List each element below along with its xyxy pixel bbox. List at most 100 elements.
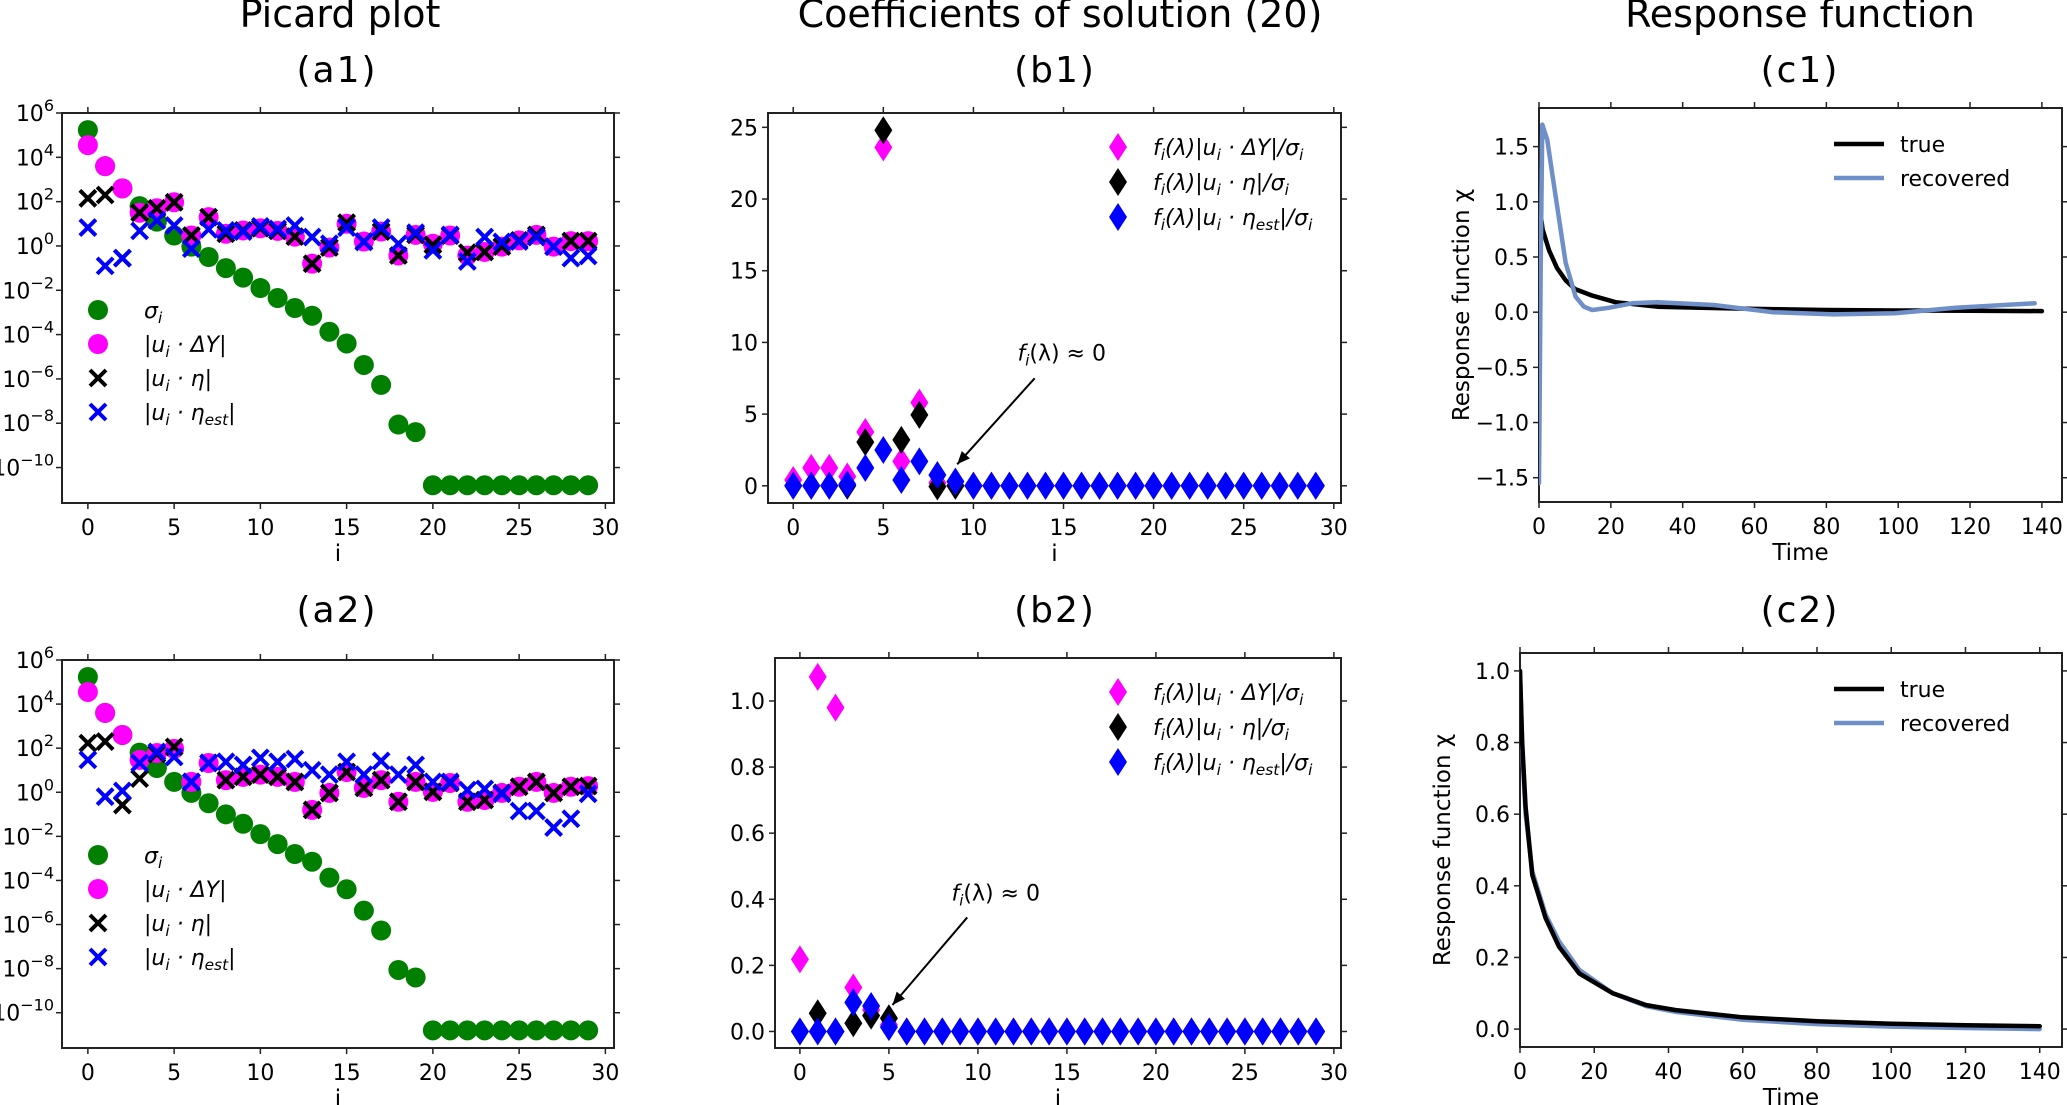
x-tick-label: 20 (419, 1061, 447, 1086)
data-point (423, 772, 443, 792)
data-point (130, 769, 150, 789)
data-point (406, 772, 426, 792)
data-point (1218, 1017, 1237, 1046)
data-point (578, 246, 598, 266)
marks-c2 (1520, 668, 2042, 1032)
chart-a1: 0 5 10 15 20 25 30 i 106 104 102 100 10−2 10−4 10−6 10−… (0, 96, 620, 567)
data-point (95, 156, 116, 177)
data-point (112, 724, 133, 745)
data-point (302, 800, 322, 820)
line-recovered (1539, 122, 2037, 486)
data-point (892, 425, 911, 454)
data-point (285, 749, 305, 769)
data-point (474, 1020, 495, 1041)
marks-a2 (77, 666, 599, 1041)
y-tick-label: 100 (16, 775, 54, 806)
data-point (561, 809, 581, 829)
legend-label: |ui · η| (144, 367, 212, 395)
data-point (790, 1017, 809, 1046)
data-point (388, 234, 408, 254)
x-tick-label: 5 (167, 516, 181, 541)
column-title-coefficients: Coefficients of solution (20) (797, 0, 1323, 36)
data-point (1289, 1017, 1308, 1046)
data-point (1126, 471, 1145, 500)
data-point (268, 752, 288, 772)
legend-label: fi(λ)|ui · η|/σi (1153, 716, 1290, 744)
x-tick-label: 80 (1812, 515, 1840, 540)
data-point (457, 475, 478, 496)
data-point (268, 219, 288, 239)
data-point (233, 222, 253, 241)
data-point (371, 770, 391, 790)
annotation-arrow (956, 377, 1036, 465)
data-point (164, 747, 184, 767)
data-point (146, 758, 167, 779)
x-tick-label: 15 (1050, 516, 1078, 541)
data-point (319, 234, 339, 254)
data-point (1144, 471, 1163, 500)
data-point (826, 693, 845, 722)
chart-c2: 0 20 40 60 80 100 120 140 Time 0.0 0.2 0.4 0.6 0.8 1.0… (1430, 647, 2067, 1105)
data-point (181, 772, 201, 792)
y-tick-label: −0.5 (1476, 356, 1529, 381)
data-point (457, 252, 477, 271)
data-point (78, 733, 98, 753)
data-point (285, 216, 305, 235)
y-tick-label: 106 (16, 96, 54, 127)
plot-frame (61, 659, 615, 1049)
x-tick-label: 15 (1053, 1061, 1081, 1086)
data-point (216, 770, 236, 790)
panel-label-a2: (a2) (296, 590, 378, 631)
x-tick-label: 0 (81, 516, 95, 541)
data-point (879, 1013, 898, 1042)
legend-label: |ui · ΔY| (144, 333, 227, 361)
data-point (423, 240, 443, 260)
legend-label: true (1900, 678, 1945, 703)
y-tick-label: −1.5 (1476, 467, 1529, 492)
x-tick-label: 0 (1532, 515, 1546, 540)
data-point (268, 767, 288, 787)
annotation-arrowhead (892, 991, 905, 1006)
y-tick-label: 0.0 (730, 1020, 765, 1045)
line-true (1539, 199, 2045, 314)
data-point (808, 662, 827, 691)
data-point (130, 203, 150, 223)
legend-label: fi(λ)|ui · ΔY|/σi (1153, 681, 1304, 709)
data-point (1271, 1017, 1290, 1046)
chart-b1: 0 5 10 15 20 25 30 i 0 5 10 15 20 25 fi(λ)|ui · ΔY|/σi… (730, 107, 1348, 567)
data-point (874, 435, 893, 464)
data-point (406, 755, 426, 775)
series-eta_est (790, 988, 1326, 1046)
marks-b1 (784, 116, 1325, 501)
data-point (181, 239, 201, 259)
marks-a1 (77, 120, 599, 496)
data-point (526, 772, 546, 792)
data-point (337, 218, 357, 237)
plot-frame (767, 112, 1342, 504)
data-point (457, 1020, 478, 1041)
data-point (112, 781, 132, 801)
marks-c1 (1539, 122, 2045, 486)
data-point (371, 920, 392, 941)
data-point (946, 467, 965, 496)
x-tick-label: 30 (591, 516, 619, 541)
data-point (1018, 471, 1037, 500)
data-point (319, 765, 339, 785)
data-point (844, 973, 863, 1002)
data-point (129, 749, 150, 770)
data-point (874, 116, 893, 145)
data-point (147, 742, 167, 762)
data-point (77, 120, 98, 141)
data-point (440, 475, 461, 496)
data-point (267, 288, 288, 309)
data-point (1075, 1017, 1094, 1046)
data-point (509, 232, 529, 251)
data-point (561, 248, 581, 268)
x-tick-label: 0 (81, 1061, 95, 1086)
data-point (968, 1017, 987, 1046)
data-point (130, 753, 150, 773)
data-point (337, 752, 357, 772)
data-point (1111, 1017, 1130, 1046)
data-point (78, 218, 98, 237)
data-point (578, 475, 599, 496)
